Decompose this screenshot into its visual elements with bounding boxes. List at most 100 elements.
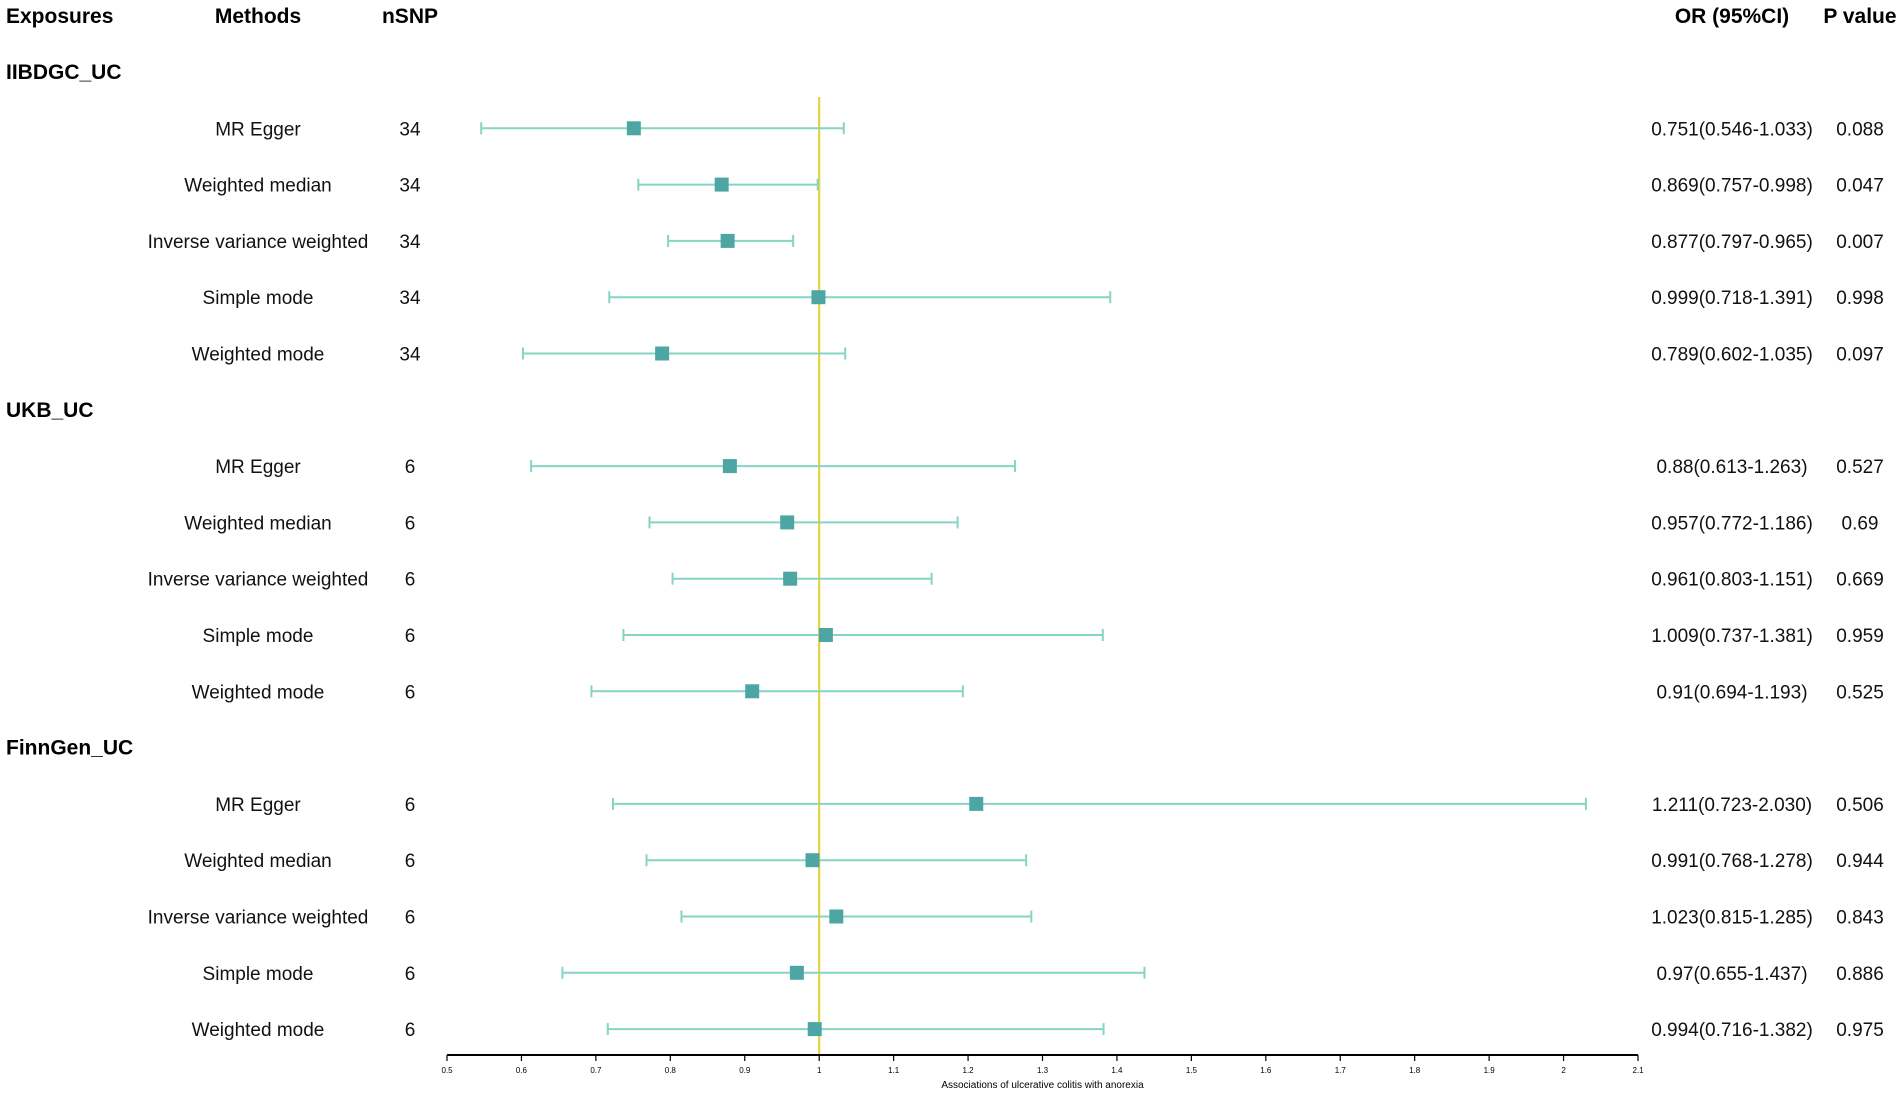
method-label: Weighted mode: [192, 345, 325, 366]
forest-row: MR Egger 6 1.211(0.723-2.030) 0.506: [215, 795, 1884, 816]
or-ci-value: 0.789(0.602-1.035): [1651, 345, 1813, 366]
or-ci-value: 0.877(0.797-0.965): [1651, 232, 1813, 253]
group-label-2: FinnGen_UC: [6, 737, 133, 760]
x-tick-label: 1.9: [1484, 1066, 1496, 1075]
or-ci-value: 0.97(0.655-1.437): [1656, 964, 1807, 985]
x-tick-label: 0.8: [665, 1066, 677, 1075]
p-value: 0.669: [1836, 570, 1884, 591]
nsnp-value: 6: [405, 964, 416, 985]
nsnp-value: 34: [399, 345, 421, 366]
p-value: 0.69: [1842, 513, 1879, 534]
method-label: MR Egger: [215, 119, 301, 140]
forest-row: Weighted mode 6 0.91(0.694-1.193) 0.525: [192, 682, 1884, 703]
method-label: MR Egger: [215, 457, 301, 478]
p-value: 0.525: [1836, 682, 1884, 703]
x-tick-label: 1.2: [963, 1066, 975, 1075]
forest-row: Simple mode 34 0.999(0.718-1.391) 0.998: [203, 288, 1884, 309]
forest-row: Weighted mode 6 0.994(0.716-1.382) 0.975: [192, 1020, 1884, 1041]
or-point-marker: [829, 909, 844, 924]
x-tick-label: 0.9: [739, 1066, 751, 1075]
header-or-ci: OR (95%CI): [1675, 5, 1789, 28]
method-label: Simple mode: [203, 626, 314, 647]
or-ci-value: 0.991(0.768-1.278): [1651, 851, 1813, 872]
or-point-marker: [783, 571, 798, 586]
forest-row: Simple mode 6 1.009(0.737-1.381) 0.959: [203, 626, 1884, 647]
or-ci-value: 0.999(0.718-1.391): [1651, 288, 1813, 309]
x-tick-label: 2: [1561, 1066, 1566, 1075]
x-tick-label: 1.4: [1111, 1066, 1123, 1075]
forest-row: Weighted mode 34 0.789(0.602-1.035) 0.097: [192, 345, 1884, 366]
or-point-marker: [805, 853, 820, 868]
p-value: 0.843: [1836, 908, 1884, 929]
group-label-0: IIBDGC_UC: [6, 61, 122, 84]
or-ci-value: 0.751(0.546-1.033): [1651, 119, 1813, 140]
nsnp-value: 34: [399, 119, 421, 140]
forest-row: MR Egger 34 0.751(0.546-1.033) 0.088: [215, 119, 1884, 140]
method-label: Weighted mode: [192, 682, 325, 703]
nsnp-value: 34: [399, 232, 421, 253]
method-label: Weighted median: [184, 851, 332, 872]
x-tick-label: 1.8: [1409, 1066, 1421, 1075]
method-label: Simple mode: [203, 964, 314, 985]
or-point-marker: [818, 628, 833, 642]
or-point-marker: [714, 177, 729, 192]
p-value: 0.886: [1836, 964, 1884, 985]
x-tick-label: 1.1: [888, 1066, 900, 1075]
x-axis-title: Associations of ulcerative colitis with …: [941, 1080, 1144, 1091]
method-label: Inverse variance weighted: [148, 908, 369, 929]
or-ci-value: 0.91(0.694-1.193): [1656, 682, 1807, 703]
or-point-marker: [720, 233, 735, 248]
or-ci-value: 1.009(0.737-1.381): [1651, 626, 1813, 647]
x-tick-label: 0.5: [441, 1066, 453, 1075]
or-point-marker: [811, 290, 826, 305]
p-value: 0.944: [1836, 851, 1884, 872]
x-tick-label: 1.7: [1335, 1066, 1347, 1075]
forest-row: Inverse variance weighted 6 0.961(0.803-1.…: [148, 570, 1884, 591]
forest-row: MR Egger 6 0.88(0.613-1.263) 0.527: [215, 457, 1884, 478]
x-tick-label: 0.6: [516, 1066, 528, 1075]
x-tick-label: 1: [817, 1066, 822, 1075]
forest-row: Inverse variance weighted 34 0.877(0.797-0…: [148, 232, 1884, 253]
p-value: 0.088: [1836, 119, 1884, 140]
nsnp-value: 6: [405, 908, 416, 929]
header-exposures: Exposures: [6, 5, 113, 28]
or-ci-value: 0.88(0.613-1.263): [1656, 457, 1807, 478]
or-point-marker: [626, 121, 641, 136]
p-value: 0.047: [1836, 176, 1884, 197]
or-point-marker: [789, 965, 804, 980]
nsnp-value: 6: [405, 795, 416, 816]
forest-row: Simple mode 6 0.97(0.655-1.437) 0.886: [203, 964, 1884, 985]
x-tick-label: 2.1: [1632, 1066, 1644, 1075]
or-ci-value: 0.957(0.772-1.186): [1651, 513, 1813, 534]
header-methods: Methods: [215, 5, 301, 28]
forest-row: Weighted median 6 0.957(0.772-1.186) 0.69: [184, 513, 1878, 534]
or-point-marker: [807, 1022, 822, 1037]
p-value: 0.975: [1836, 1020, 1884, 1041]
nsnp-value: 34: [399, 288, 421, 309]
p-value: 0.007: [1836, 232, 1884, 253]
forest-rows: IIBDGC_UC MR Egger 34 0.751(0.546-1.033) 0.0…: [6, 61, 1884, 1055]
or-ci-value: 1.211(0.723-2.030): [1652, 795, 1812, 816]
header-nsnp: nSNP: [382, 5, 438, 28]
x-tick-label: 0.7: [590, 1066, 602, 1075]
method-label: Inverse variance weighted: [148, 570, 369, 591]
nsnp-value: 6: [405, 1020, 416, 1041]
or-point-marker: [655, 346, 670, 361]
p-value: 0.097: [1836, 345, 1884, 366]
forest-row: Inverse variance weighted 6 1.023(0.815-1.…: [148, 908, 1884, 929]
or-ci-value: 0.961(0.803-1.151): [1651, 570, 1813, 591]
p-value: 0.998: [1836, 288, 1884, 309]
nsnp-value: 6: [405, 570, 416, 591]
or-ci-value: 1.023(0.815-1.285): [1651, 908, 1813, 929]
forest-row: Weighted median 6 0.991(0.768-1.278) 0.944: [184, 851, 1884, 872]
nsnp-value: 6: [405, 851, 416, 872]
x-tick-label: 1.3: [1037, 1066, 1049, 1075]
nsnp-value: 34: [399, 176, 421, 197]
header-p-value: P value: [1823, 5, 1896, 28]
nsnp-value: 6: [405, 513, 416, 534]
or-ci-value: 0.994(0.716-1.382): [1651, 1020, 1813, 1041]
or-point-marker: [745, 684, 760, 699]
x-tick-label: 1.6: [1260, 1066, 1272, 1075]
method-label: Weighted median: [184, 176, 332, 197]
